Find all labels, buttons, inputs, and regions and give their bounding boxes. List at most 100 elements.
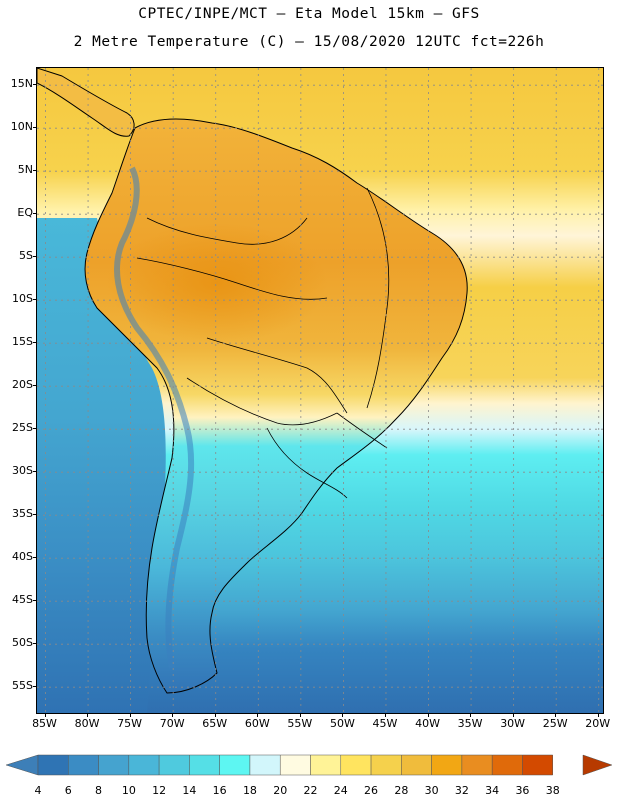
- latitude-tick: [33, 600, 37, 602]
- colorbar-swatch: [98, 754, 130, 776]
- longitude-label: 20W: [585, 717, 611, 730]
- colorbar-swatch: [37, 754, 69, 776]
- colorbar-label: 32: [454, 784, 469, 797]
- colorbar-swatch: [522, 754, 553, 776]
- latitude-label: 5S: [19, 249, 33, 263]
- colorbar-label: 14: [182, 784, 197, 797]
- longitude-label: 25W: [542, 717, 568, 730]
- colorbar-label: 24: [333, 784, 348, 797]
- latitude-label: 45S: [12, 593, 33, 607]
- colorbar-swatch: [491, 754, 523, 776]
- map-subtitle: 2 Metre Temperature (C) – 15/08/2020 12U…: [73, 34, 545, 50]
- colorbar-swatch: [68, 754, 99, 776]
- longitude-label: 70W: [159, 717, 185, 730]
- colorbar-label: 4: [34, 784, 42, 797]
- colorbar-label: 28: [394, 784, 409, 797]
- longitude-label: 65W: [202, 717, 228, 730]
- longitude-label: 30W: [500, 717, 526, 730]
- latitude-label: 20S: [12, 378, 33, 392]
- latitude-tick: [33, 428, 37, 430]
- temperature-map: [36, 67, 604, 714]
- longitude-label: 75W: [117, 717, 143, 730]
- longitude-label: 45W: [372, 717, 398, 730]
- longitude-tick: [427, 713, 429, 717]
- latitude-tick: [33, 557, 37, 559]
- colorbar-label: 36: [515, 784, 530, 797]
- longitude-tick: [214, 713, 216, 717]
- longitude-tick: [129, 713, 131, 717]
- colorbar-label: 20: [273, 784, 288, 797]
- colorbar-swatch: [249, 754, 281, 776]
- latitude-label: EQ: [17, 206, 33, 220]
- longitude-label: 85W: [32, 717, 57, 730]
- colorbar-swatch: [461, 754, 493, 776]
- latitude-tick: [33, 84, 37, 86]
- latitude-tick: [33, 213, 37, 215]
- colorbar-label: 16: [212, 784, 227, 797]
- map-canvas: [37, 68, 603, 713]
- longitude-tick: [597, 713, 599, 717]
- country-borders: [136, 187, 390, 499]
- latitude-label: 40S: [12, 550, 33, 564]
- colorbar-swatch: [340, 754, 372, 776]
- longitude-tick: [555, 713, 557, 717]
- colorbar-label: 18: [242, 784, 257, 797]
- longitude-tick: [299, 713, 301, 717]
- latitude-label: 55S: [12, 679, 33, 693]
- colorbar-swatch: [370, 754, 402, 776]
- colorbar-label: 6: [64, 784, 72, 797]
- latitude-label: 25S: [12, 421, 33, 435]
- latitude-label: 15N: [10, 77, 33, 91]
- colorbar-swatch: [158, 754, 190, 776]
- colorbar-swatch: [582, 754, 613, 776]
- colorbar-swatch: [279, 754, 311, 776]
- colorbar-label: 34: [485, 784, 500, 797]
- colorbar-swatch: [401, 754, 432, 776]
- colorbar-label: 26: [364, 784, 379, 797]
- colorbar-swatch: [128, 754, 160, 776]
- latitude-tick: [33, 256, 37, 258]
- latitude-label: 10S: [12, 292, 33, 306]
- colorbar-swatch: [5, 754, 39, 776]
- latitude-tick: [33, 342, 37, 344]
- latitude-tick: [33, 170, 37, 172]
- latitude-tick: [33, 299, 37, 301]
- latitude-label: 5N: [17, 163, 33, 177]
- latitude-tick: [33, 385, 37, 387]
- andes-cold-strip: [114, 166, 195, 669]
- longitude-tick: [342, 713, 344, 717]
- longitude-tick: [172, 713, 174, 717]
- longitude-label: 60W: [244, 717, 270, 730]
- map-title: CPTEC/INPE/MCT – Eta Model 15km – GFS: [138, 6, 480, 22]
- latitude-tick: [33, 471, 37, 473]
- latitude-label: 50S: [12, 636, 33, 650]
- longitude-label: 80W: [74, 717, 100, 730]
- latitude-tick: [33, 127, 37, 129]
- colorbar-label: 38: [545, 784, 560, 797]
- longitude-label: 50W: [329, 717, 355, 730]
- colorbar-label: 10: [121, 784, 136, 797]
- colorbar-swatch: [189, 754, 220, 776]
- amazon-hot-core: [107, 223, 327, 343]
- colorbar-swatch: [310, 754, 342, 776]
- latitude-label: 10N: [10, 120, 33, 134]
- longitude-tick: [384, 713, 386, 717]
- latitude-label: 35S: [12, 507, 33, 521]
- colorbar-label: 22: [303, 784, 318, 797]
- colorbar: [5, 754, 613, 776]
- latitude-tick: [33, 686, 37, 688]
- colorbar-label: 12: [152, 784, 167, 797]
- longitude-tick: [470, 713, 472, 717]
- longitude-label: 35W: [457, 717, 483, 730]
- longitude-tick: [512, 713, 514, 717]
- longitude-label: 55W: [287, 717, 313, 730]
- colorbar-label: 30: [424, 784, 439, 797]
- longitude-label: 40W: [415, 717, 440, 730]
- colorbar-swatch: [219, 754, 251, 776]
- latitude-label: 30S: [12, 464, 33, 478]
- longitude-tick: [257, 713, 259, 717]
- latitude-label: 15S: [12, 335, 33, 349]
- latitude-tick: [33, 514, 37, 516]
- colorbar-label: 8: [95, 784, 103, 797]
- longitude-tick: [44, 713, 46, 717]
